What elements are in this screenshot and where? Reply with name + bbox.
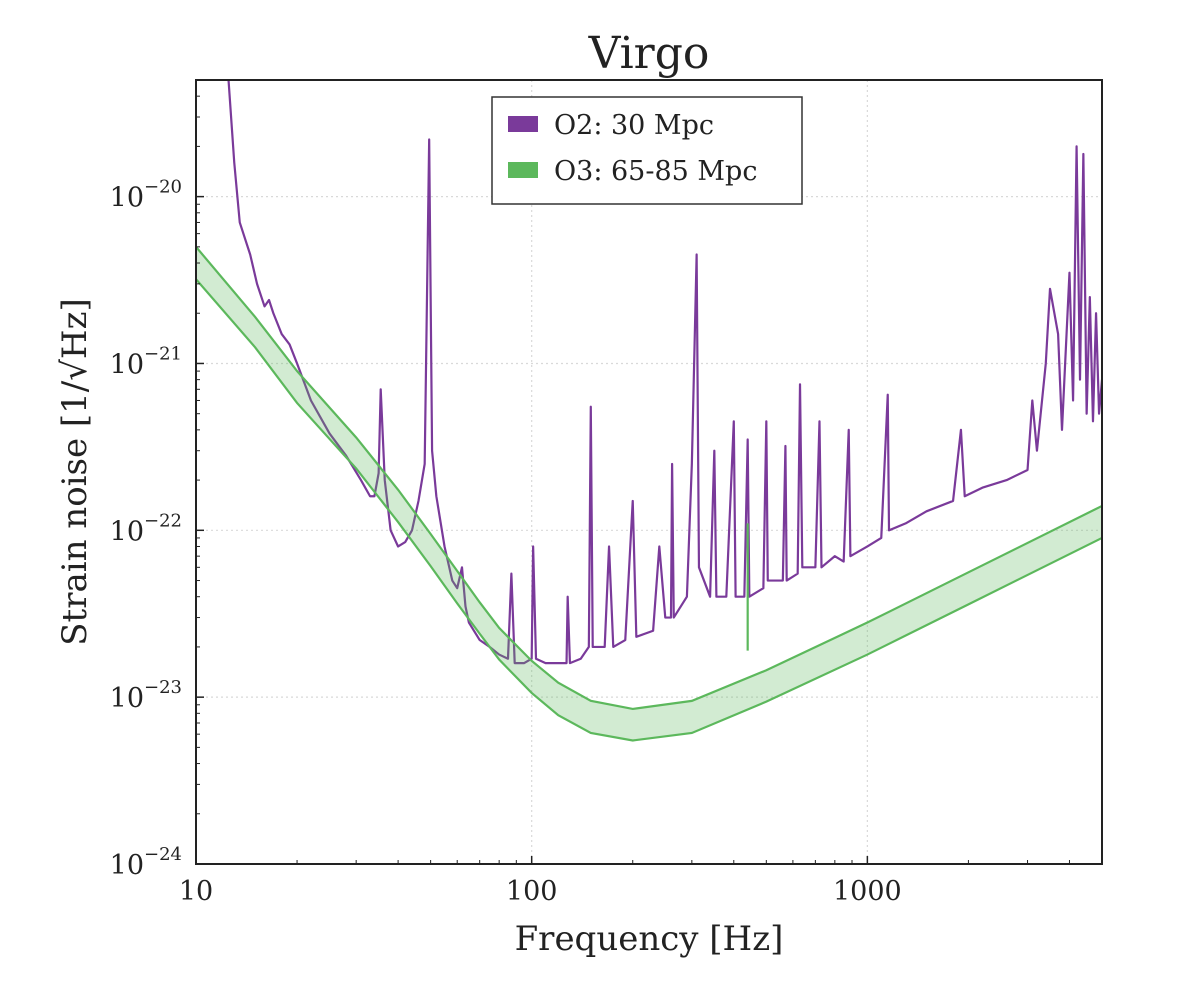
plot-frame [195, 79, 1103, 865]
legend-box [491, 96, 803, 205]
o3-lower-line [196, 278, 1102, 742]
y-tick-label: 10−21 [110, 343, 182, 380]
y-tick-label: 10−23 [110, 677, 182, 714]
o3-band-fill [196, 246, 1102, 741]
legend-label: O3: 65-85 Mpc [554, 156, 757, 187]
legend-label: O2: 30 Mpc [554, 110, 714, 141]
o2-noise-line [227, 80, 1102, 665]
legend: O2: 30 Mpc O3: 65-85 Mpc [491, 96, 803, 205]
x-tick-label: 1000 [833, 876, 902, 907]
axis-ticks: 10 100 1000 10−24 10−23 10−22 10−21 10−20 [110, 79, 1103, 907]
x-tick-label: 10 [179, 876, 213, 907]
y-tick-label: 10−20 [110, 177, 182, 214]
chart-title: Virgo [588, 28, 710, 79]
legend-swatch [508, 162, 538, 178]
x-axis-label: Frequency [Hz] [515, 919, 784, 959]
y-tick-label: 10−22 [110, 510, 182, 547]
plot-area [196, 80, 1102, 742]
y-axis-label: Strain noise [1/√Hz] [55, 298, 95, 646]
y-tick-label: 10−24 [110, 844, 182, 881]
x-tick-label: 100 [506, 876, 558, 907]
o3-upper-line [196, 246, 1102, 711]
legend-swatch [508, 116, 538, 132]
